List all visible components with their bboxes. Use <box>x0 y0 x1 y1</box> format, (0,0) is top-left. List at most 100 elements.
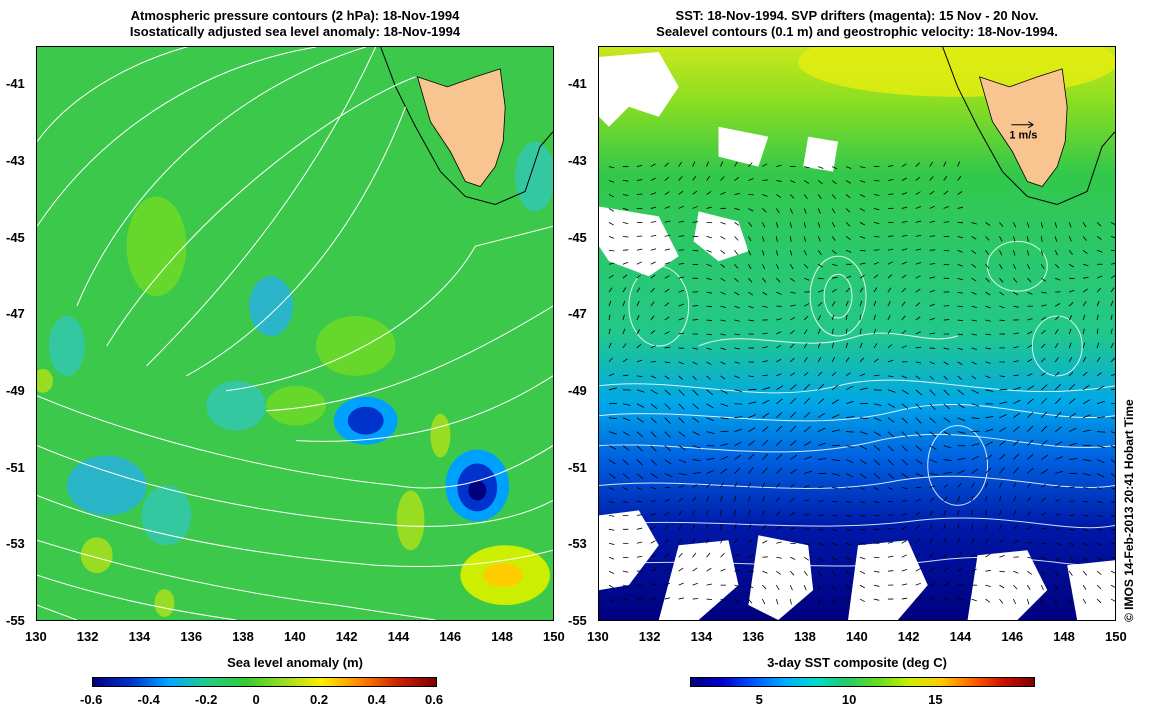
velocity-arrow <box>929 190 935 195</box>
velocity-arrow <box>817 342 821 349</box>
velocity-arrow <box>845 342 849 349</box>
velocity-arrow <box>734 263 739 269</box>
velocity-arrow <box>929 220 936 223</box>
velocity-arrow <box>1041 425 1048 432</box>
velocity-arrow <box>706 161 709 167</box>
velocity-arrow <box>762 360 768 363</box>
velocity-arrow <box>1096 314 1099 321</box>
velocity-arrow <box>915 361 922 364</box>
velocity-arrow <box>804 303 810 307</box>
velocity-arrow <box>873 261 880 265</box>
velocity-arrow <box>706 583 713 586</box>
velocity-arrow <box>664 511 670 516</box>
velocity-arrow <box>831 371 837 377</box>
velocity-arrow <box>664 288 670 293</box>
velocity-arrow <box>678 417 685 424</box>
velocity-arrow <box>1013 598 1017 605</box>
velocity-arrow <box>789 598 792 605</box>
velocity-arrow <box>748 554 754 558</box>
velocity-arrow <box>957 375 962 380</box>
velocity-arrow <box>943 221 950 223</box>
velocity-arrow <box>1054 329 1059 335</box>
velocity-arrow <box>901 375 908 379</box>
velocity-arrow <box>859 262 866 265</box>
velocity-arrow <box>1110 357 1115 363</box>
velocity-arrow <box>929 597 936 600</box>
y-tick-label: -51 <box>568 459 587 475</box>
velocity-arrow <box>803 315 809 321</box>
velocity-arrow <box>706 191 712 195</box>
velocity-arrow <box>887 570 894 572</box>
velocity-arrow <box>608 487 615 491</box>
velocity-arrow <box>720 417 729 420</box>
velocity-arrow <box>943 305 950 307</box>
velocity-arrow <box>692 403 699 410</box>
velocity-arrow <box>734 176 740 181</box>
velocity-arrow <box>985 277 990 283</box>
velocity-arrow <box>776 453 783 460</box>
velocity-arrow <box>873 431 881 437</box>
velocity-arrow <box>943 538 947 544</box>
velocity-arrow <box>845 328 848 335</box>
velocity-arrow <box>636 164 643 167</box>
velocity-arrow <box>818 542 824 546</box>
velocity-arrow <box>734 222 740 226</box>
sea-level-anomaly-map <box>36 46 554 621</box>
velocity-arrow <box>789 250 793 256</box>
x-tick-label: 142 <box>335 629 358 644</box>
velocity-arrow <box>1082 371 1088 377</box>
velocity-arrow <box>622 194 629 196</box>
velocity-arrow <box>636 555 643 558</box>
velocity-arrow <box>678 375 683 380</box>
velocity-arrow <box>1041 372 1046 377</box>
velocity-arrow <box>706 206 713 209</box>
velocity-arrow <box>678 332 685 335</box>
velocity-arrow <box>650 500 657 502</box>
velocity-arrow <box>678 303 684 307</box>
velocity-arrow <box>943 361 949 365</box>
velocity-arrow <box>762 524 767 530</box>
velocity-arrow <box>859 357 865 363</box>
velocity-arrow <box>1013 332 1019 335</box>
velocity-arrow <box>608 328 611 335</box>
left-colorbar-title: Sea level anomaly (m) <box>227 655 363 670</box>
velocity-arrow <box>957 431 966 434</box>
velocity-arrow <box>859 487 866 491</box>
velocity-arrow <box>971 482 975 488</box>
velocity-arrow <box>1041 527 1047 530</box>
velocity-arrow <box>789 264 794 270</box>
velocity-arrow <box>1054 383 1062 391</box>
velocity-arrow <box>720 403 729 407</box>
velocity-arrow <box>817 584 821 591</box>
velocity-arrow <box>1013 250 1016 256</box>
velocity-arrow <box>859 542 866 545</box>
velocity-arrow <box>762 277 767 283</box>
velocity-arrow <box>1068 342 1072 349</box>
velocity-arrow <box>1041 469 1049 474</box>
velocity-arrow <box>999 510 1002 516</box>
velocity-arrow <box>734 416 743 419</box>
velocity-arrow <box>692 567 698 572</box>
velocity-arrow <box>957 457 966 460</box>
velocity-arrow <box>1082 356 1087 363</box>
velocity-arrow <box>901 403 909 410</box>
velocity-arrow <box>650 206 657 209</box>
velocity-arrow <box>817 356 822 363</box>
velocity-arrow <box>957 552 962 558</box>
velocity-arrow <box>1096 236 1102 240</box>
velocity-arrow <box>1040 598 1043 605</box>
velocity-arrow <box>901 192 908 195</box>
velocity-arrow <box>608 222 614 226</box>
velocity-arrow <box>887 287 892 293</box>
velocity-arrow <box>943 496 948 502</box>
velocity-arrow <box>762 291 768 296</box>
velocity-arrow <box>734 428 743 433</box>
velocity-arrow <box>748 482 752 488</box>
velocity-arrow <box>845 501 852 504</box>
velocity-arrow <box>678 473 687 476</box>
velocity-arrow <box>664 316 670 321</box>
x-tick-label: 144 <box>387 629 410 644</box>
velocity-arrow <box>1110 431 1115 434</box>
velocity-arrow <box>664 568 670 572</box>
velocity-arrow <box>804 166 810 169</box>
